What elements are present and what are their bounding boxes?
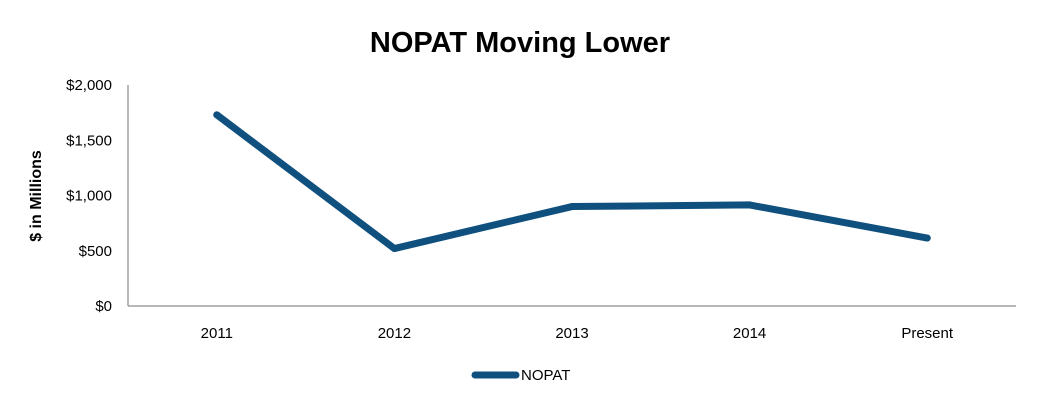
data-point [923,234,931,242]
data-point [390,245,398,253]
y-tick-label: $1,000 [66,188,112,205]
x-tick-label: 2011 [201,325,233,342]
y-axis-title: $ in Millions [28,150,45,242]
data-point [746,201,754,209]
legend-label-nopat: NOPAT [521,367,570,384]
y-tick-label: $1,500 [66,132,112,149]
data-point [213,111,221,119]
y-tick-label: $500 [79,243,112,260]
y-tick-label: $0 [95,298,112,315]
x-tick-label: 2012 [378,325,411,342]
y-tick-label: $2,000 [66,77,112,94]
x-tick-label: 2014 [733,325,766,342]
x-axis-ticks: 2011 2012 2013 2014 Present [201,325,954,342]
chart-title: NOPAT Moving Lower [370,27,670,59]
series-layer [213,111,931,253]
legend: NOPAT [471,367,570,384]
x-tick-label: 2013 [555,325,588,342]
y-axis-ticks: $0 $500 $1,000 $1,500 $2,000 [66,77,112,315]
x-tick-label: Present [901,325,954,342]
series-line-nopat [213,111,931,253]
data-point [568,203,576,211]
